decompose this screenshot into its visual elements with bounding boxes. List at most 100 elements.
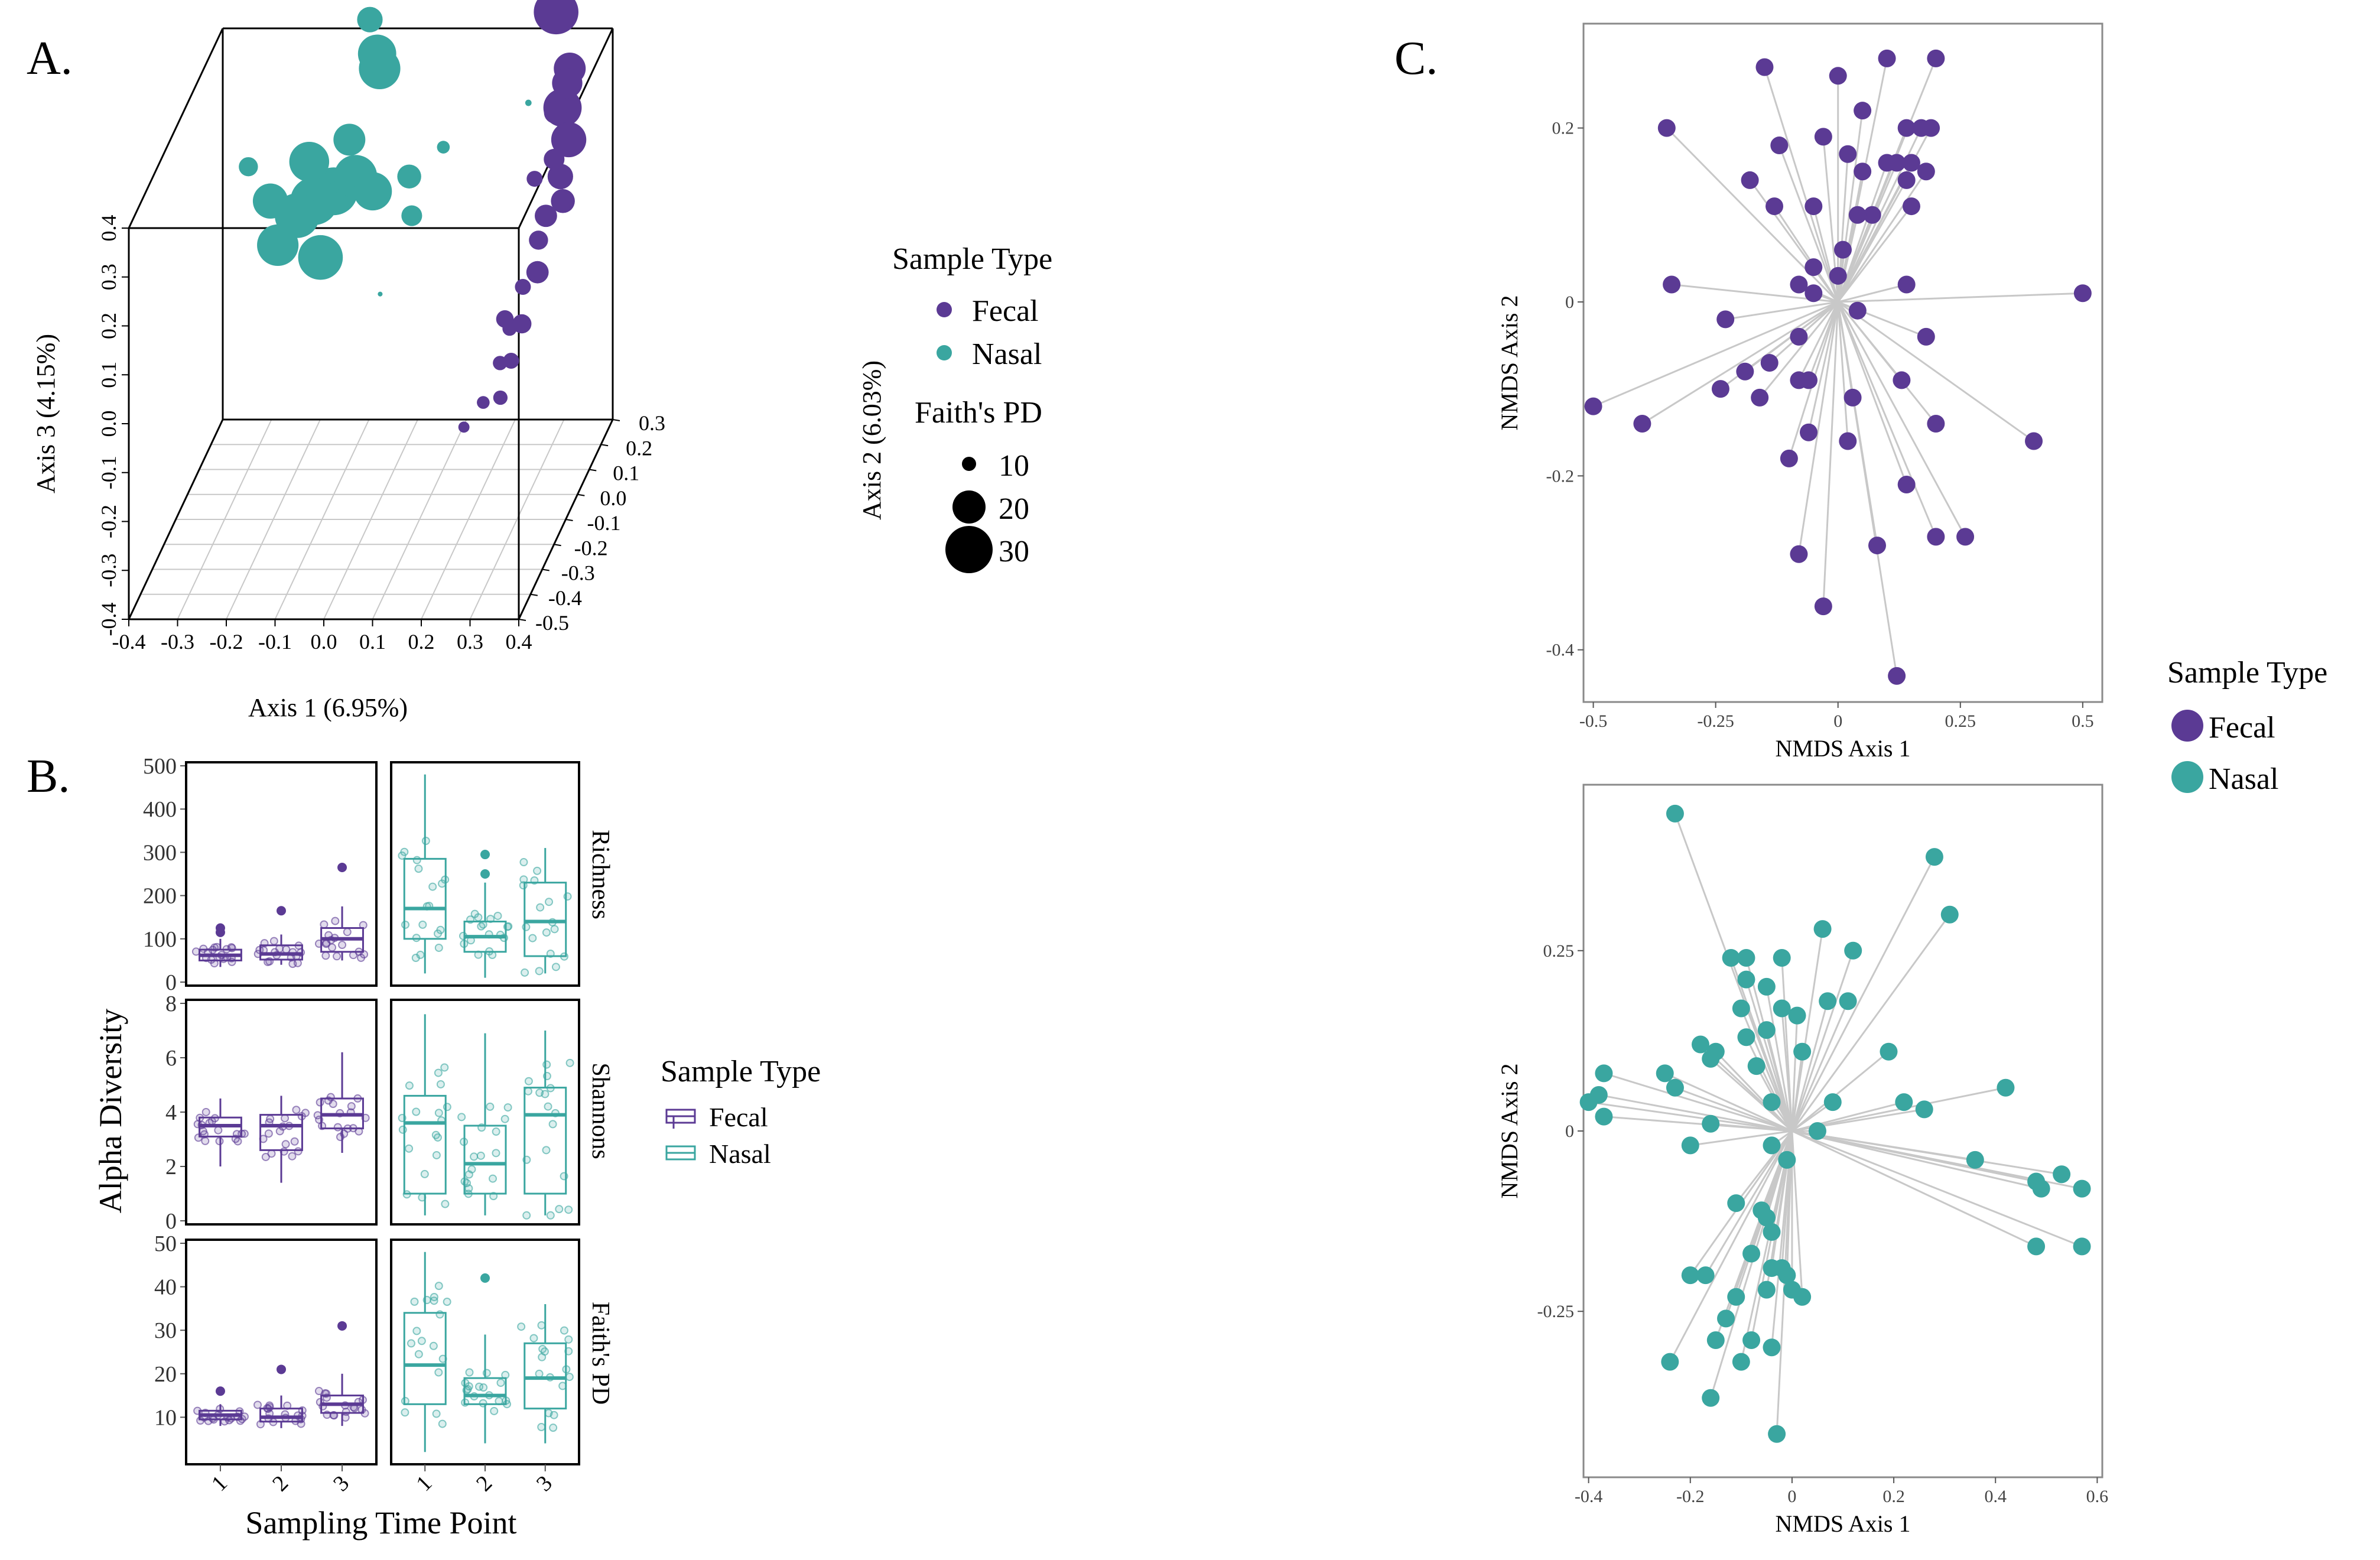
- pcoa-point-nasal: [357, 6, 383, 32]
- z-axis-tick-label: 0.4: [97, 215, 121, 242]
- alpha-x-tick-label: 1: [207, 1471, 232, 1496]
- pcoa-point-fecal: [551, 189, 575, 213]
- pcoa-point-nasal: [298, 235, 343, 280]
- nmds-point: [1863, 206, 1881, 224]
- nmds-point: [2053, 1165, 2071, 1184]
- alpha-sample-point: [401, 920, 410, 929]
- alpha-x-tick-label: 3: [329, 1471, 354, 1496]
- nmds-spider-segment: [1709, 1130, 1793, 1399]
- pcoa-point-nasal: [239, 157, 258, 177]
- cube-edge: [128, 419, 224, 620]
- nmds-spider-segment: [1715, 1130, 1793, 1341]
- x-axis-tick-label: -0.2: [210, 630, 243, 654]
- alpha-sample-point: [432, 1409, 441, 1418]
- nmds-spider-segment: [1588, 1101, 1793, 1132]
- y-axis-tick: [565, 519, 573, 521]
- nmds-y-tick-label: -0.4: [1546, 641, 1575, 660]
- alpha-sample-point: [267, 1149, 276, 1158]
- nmds-spider-segment: [1791, 950, 1854, 1132]
- alpha-sample-point: [537, 1422, 546, 1431]
- pcoa-point-nasal: [401, 205, 422, 226]
- nmds-point: [1848, 301, 1867, 320]
- nmds-point: [1788, 1006, 1806, 1025]
- alpha-sample-point: [457, 1113, 466, 1122]
- nmds-point: [1716, 310, 1735, 329]
- alpha-sample-point: [551, 963, 560, 971]
- alpha-y-tick-label: 20: [154, 1362, 177, 1387]
- y-axis-tick-label: -0.3: [561, 561, 595, 585]
- nmds-point: [2073, 284, 2092, 303]
- alpha-sample-point: [321, 951, 330, 960]
- nmds-spider-segment: [1837, 301, 1937, 424]
- nmds-point: [2073, 1179, 2091, 1198]
- alpha-sample-point: [435, 1310, 444, 1319]
- alpha-sample-point: [405, 1144, 414, 1153]
- alpha-y-tick-label: 500: [143, 754, 177, 779]
- nmds-spider-segment: [1603, 1072, 1793, 1132]
- alpha-box: [403, 857, 447, 940]
- alpha-sample-point: [275, 1127, 284, 1136]
- nmds-spider-segment: [1690, 1130, 1793, 1146]
- alpha-outlier: [480, 869, 490, 879]
- alpha-sample-point: [470, 1152, 479, 1161]
- pcoa-legend-nasal-label: Nasal: [972, 337, 1042, 371]
- alpha-sample-point: [414, 864, 423, 873]
- nmds-point: [1790, 545, 1808, 563]
- x-axis-tick-label: 0.2: [408, 630, 435, 654]
- alpha-outlier: [337, 1321, 347, 1331]
- nmds-spider-segment: [1791, 1130, 2042, 1190]
- pcoa-point-nasal: [289, 141, 330, 182]
- nmds-point: [1808, 1122, 1826, 1140]
- y-axis-tick: [612, 419, 620, 421]
- alpha-sample-point: [434, 1368, 443, 1377]
- alpha-sample-point: [199, 944, 208, 953]
- nmds-spider-segment: [1791, 914, 1950, 1132]
- nmds-spider-segment: [1791, 1130, 2037, 1247]
- nmds-point: [1897, 171, 1916, 189]
- nmds-point: [1732, 999, 1750, 1018]
- pcoa-legend-fecal-label: Fecal: [972, 294, 1039, 328]
- nmds-y-tick-label: 0: [1565, 1122, 1574, 1141]
- nmds-spider-segment: [1791, 1000, 1849, 1132]
- nmds-point: [1763, 1223, 1781, 1241]
- nmds-fecal-plot: -0.5 -0.25 0 0.25 0.5 0.2 0 -0.2 -0.4 NMDS Axis 1…: [1496, 22, 2103, 762]
- pcoa-legend-size-20: [952, 490, 986, 524]
- pcoa-point-fecal: [526, 171, 543, 187]
- alpha-sample-point: [443, 1298, 451, 1306]
- nmds-point: [1897, 119, 1916, 137]
- alpha-sample-point: [542, 928, 551, 937]
- alpha-sample-point: [522, 922, 531, 931]
- nmds-point: [1819, 992, 1837, 1010]
- nmds-spider-segment: [1715, 1051, 1793, 1132]
- alpha-sample-point: [500, 1114, 509, 1123]
- nmds-y-title: NMDS Axis 2: [1496, 1064, 1523, 1199]
- alpha-sample-point: [214, 1126, 223, 1135]
- nmds-point: [1773, 999, 1791, 1018]
- pcoa-point-fecal: [502, 321, 517, 336]
- pcoa-point-fecal: [529, 230, 548, 250]
- alpha-sample-point: [546, 1211, 555, 1220]
- alpha-legend-nasal-label: Nasal: [709, 1139, 771, 1169]
- alpha-outlier: [215, 1386, 225, 1396]
- nmds-spider-segment: [1781, 1008, 1793, 1132]
- z-axis-tick-label: -0.1: [97, 456, 121, 489]
- alpha-sample-point: [492, 1149, 500, 1158]
- alpha-box: [403, 1312, 447, 1405]
- nmds-point: [1915, 1100, 1933, 1119]
- alpha-outlier: [480, 1273, 490, 1283]
- nmds-spider-segment: [1837, 214, 1859, 303]
- nmds-y-tick-label: 0: [1565, 292, 1574, 312]
- alpha-sample-point: [281, 1140, 290, 1149]
- nmds-point: [1844, 941, 1862, 960]
- alpha-outlier: [215, 923, 225, 933]
- nmds-point: [1757, 1021, 1776, 1039]
- pcoa-3d-plot: -0.4 -0.3 -0.2 -0.1 0.0 0.1 0.2 0.3 0.4-0.5-0.4-…: [31, 0, 886, 722]
- alpha-sample-point: [535, 967, 544, 976]
- alpha-sample-point: [533, 866, 542, 875]
- alpha-sample-point: [398, 1125, 407, 1134]
- nmds-point: [1702, 1114, 1720, 1133]
- alpha-sample-point: [292, 1106, 301, 1114]
- nmds-spider-segment: [1710, 1058, 1793, 1132]
- nmds-spider-segment: [1838, 292, 2083, 303]
- nmds-x-tick-label: -0.4: [1575, 1487, 1603, 1506]
